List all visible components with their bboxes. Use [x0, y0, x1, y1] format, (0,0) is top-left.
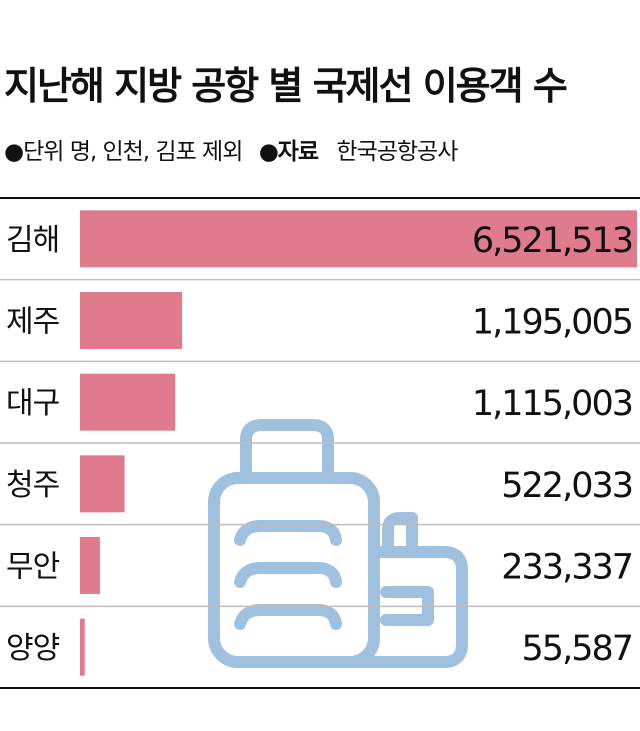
- category-label-6: 양양: [6, 631, 60, 666]
- value-label-6: 55,587: [522, 629, 632, 669]
- value-label-1: 6,521,513: [472, 221, 632, 261]
- bar-3: [80, 373, 176, 431]
- chart-subtitle: ●단위 명, 인천, 김포 제외 ●자료 한국공항공사: [4, 136, 458, 168]
- bar-4: [80, 455, 125, 513]
- source-value: 한국공항공사: [336, 139, 458, 165]
- category-label-2: 제주: [6, 305, 59, 340]
- bar-1: [80, 210, 637, 268]
- source-label: ●자료: [258, 139, 319, 165]
- category-label-1: 김해: [6, 223, 59, 258]
- chart-title: 지난해 지방 공항 별 국제선 이용객 수: [4, 64, 568, 108]
- unit-note: ●단위 명, 인천, 김포 제외: [4, 139, 243, 165]
- luggage-icon: [208, 419, 468, 668]
- bar-6: [80, 618, 85, 676]
- bar-2: [80, 292, 183, 349]
- category-label-5: 무안: [6, 550, 60, 585]
- category-label-3: 대구: [6, 386, 59, 421]
- category-label-4: 청주: [6, 468, 59, 503]
- bar-5: [80, 537, 100, 594]
- value-label-2: 1,195,005: [472, 303, 632, 343]
- value-label-4: 522,033: [501, 466, 632, 506]
- value-label-5: 233,337: [501, 548, 632, 588]
- value-label-3: 1,115,003: [472, 384, 632, 424]
